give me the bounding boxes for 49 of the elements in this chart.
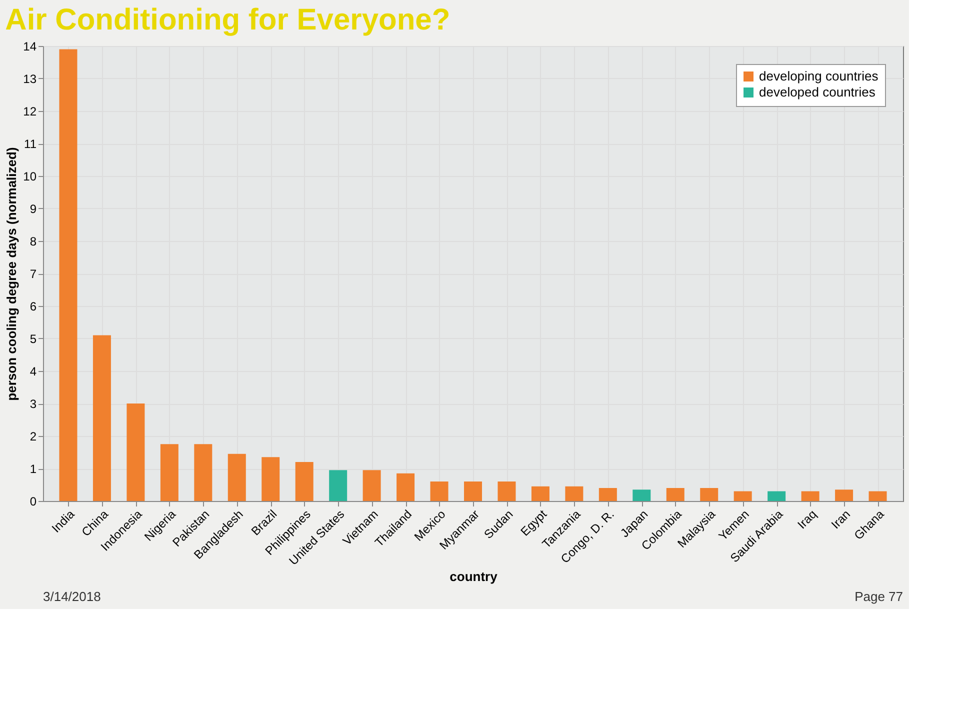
y-tick-label: 3	[30, 397, 37, 411]
y-tick-label: 6	[30, 300, 37, 314]
y-tick-label: 14	[23, 40, 37, 54]
bar	[768, 491, 786, 501]
bar	[194, 444, 212, 501]
bar	[565, 486, 584, 501]
bar	[262, 457, 280, 501]
x-axis-title: country	[450, 569, 498, 584]
bar	[801, 491, 820, 501]
y-tick-label: 0	[30, 494, 37, 508]
bar	[295, 462, 314, 501]
legend-label: developed countries	[759, 84, 876, 100]
bar	[666, 488, 684, 501]
bar	[160, 444, 178, 501]
y-tick-label: 13	[23, 72, 37, 86]
bar	[531, 486, 550, 501]
y-tick-label: 5	[30, 332, 37, 346]
y-tick-label: 11	[24, 137, 37, 151]
bar	[59, 49, 78, 501]
bar	[228, 454, 246, 501]
y-tick-label: 10	[23, 170, 37, 184]
y-tick-label: 9	[30, 202, 37, 216]
bar	[464, 482, 482, 501]
text: Page 77	[854, 589, 903, 604]
bar	[868, 491, 887, 501]
bar	[329, 470, 348, 501]
bar	[632, 490, 651, 501]
y-tick-label: 7	[30, 267, 37, 281]
bar	[126, 404, 145, 501]
y-axis-title: person cooling degree days (normalized)	[4, 147, 20, 401]
text: 3/14/2018	[43, 589, 101, 604]
x-tick-label: Iran	[828, 507, 854, 532]
bar	[835, 490, 854, 501]
x-tick-label: Iraq	[794, 507, 820, 532]
bar	[92, 335, 111, 501]
bar	[734, 491, 752, 501]
bar	[700, 488, 718, 501]
bar	[396, 473, 415, 501]
bar	[598, 488, 617, 501]
y-tick-label: 12	[23, 104, 37, 118]
y-tick-label: 2	[30, 430, 37, 444]
chart-title: Air Conditioning for Everyone?	[5, 4, 450, 36]
y-tick-label: 8	[30, 234, 37, 248]
bar	[430, 482, 448, 501]
legend-label: developing countries	[759, 68, 879, 84]
y-tick-label: 4	[30, 364, 37, 378]
bar	[362, 470, 381, 501]
bar	[498, 482, 516, 501]
y-tick-label: 1	[30, 462, 37, 476]
